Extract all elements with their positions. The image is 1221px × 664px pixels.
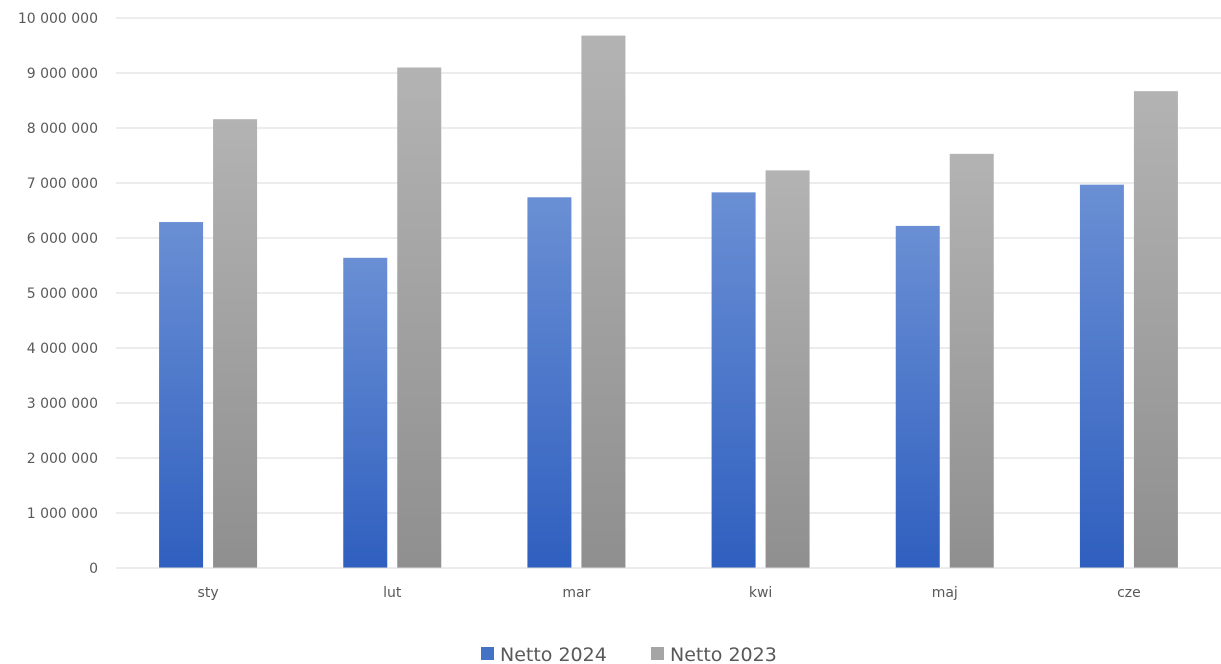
- bar-netto-2023-sty: [213, 119, 258, 568]
- bar-netto-2023-kwi: [765, 170, 810, 568]
- y-tick-label: 9 000 000: [27, 66, 98, 82]
- bar-netto-2023-cze: [1133, 91, 1178, 569]
- bar-netto-2024-mar: [527, 197, 572, 569]
- x-tick-label: lut: [383, 585, 402, 601]
- y-axis: 0 1 000 000 2 000 000 3 000 000 4 000 000 5 0…: [18, 11, 98, 577]
- legend-swatch: [651, 647, 664, 660]
- y-tick-label: 0: [89, 561, 98, 577]
- bar-netto-2024-cze: [1079, 184, 1124, 568]
- y-tick-label: 8 000 000: [27, 121, 98, 137]
- x-tick-label: sty: [198, 585, 219, 601]
- x-axis: sty lut mar kwi maj cze: [116, 567, 1221, 601]
- y-tick-label: 6 000 000: [27, 231, 98, 247]
- x-tick-label: mar: [562, 585, 590, 601]
- x-tick-label: cze: [1117, 585, 1141, 601]
- bar-netto-2024-sty: [159, 222, 204, 569]
- y-tick-label: 1 000 000: [27, 506, 98, 522]
- bar-netto-2024-kwi: [711, 192, 756, 568]
- bar-netto-2023-lut: [397, 67, 442, 568]
- bar-netto-2024-maj: [895, 225, 940, 568]
- gridlines: [116, 17, 1221, 569]
- y-tick-label: 7 000 000: [27, 176, 98, 192]
- bars: [159, 35, 1178, 569]
- y-tick-label: 3 000 000: [27, 396, 98, 412]
- x-tick-label: kwi: [749, 585, 772, 601]
- legend-label: Netto 2023: [670, 644, 777, 664]
- y-tick-label: 10 000 000: [18, 11, 98, 27]
- y-tick-label: 4 000 000: [27, 341, 98, 357]
- legend-swatch: [481, 647, 494, 660]
- y-tick-label: 2 000 000: [27, 451, 98, 467]
- x-tick-label: maj: [932, 585, 958, 601]
- legend-label: Netto 2024: [500, 644, 607, 664]
- bar-netto-2023-mar: [581, 35, 626, 569]
- bar-netto-2023-maj: [949, 153, 994, 568]
- legend: Netto 2024 Netto 2023: [481, 644, 777, 664]
- y-tick-label: 5 000 000: [27, 286, 98, 302]
- bar-netto-2024-lut: [343, 257, 388, 568]
